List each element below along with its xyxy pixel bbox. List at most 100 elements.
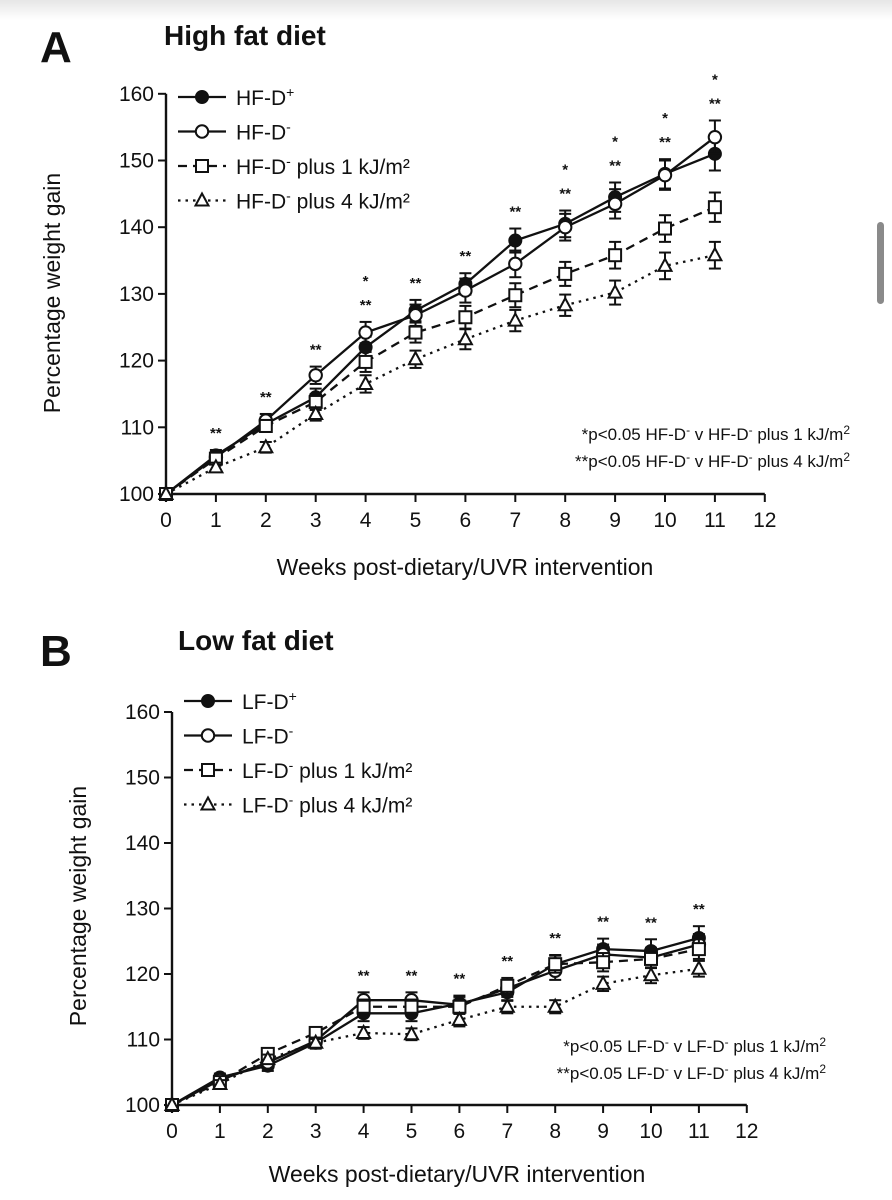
x-tick-label: 12 (735, 1120, 758, 1143)
data-point (308, 368, 323, 383)
data-point (499, 997, 516, 1013)
y-tick-label: 100 (119, 483, 154, 506)
data-point (707, 200, 722, 215)
data-point (658, 221, 672, 236)
significance-notes: *p<0.05 LF-D- v LF-D- plus 1 kJ/m2 **p<0.… (557, 1035, 827, 1083)
legend-entry: HF-D- plus 4 kJ/m² (236, 188, 410, 214)
y-tick-label: 130 (119, 283, 154, 306)
legend-entry: LF-D+ (242, 688, 297, 714)
significance-mark: ** (210, 425, 222, 442)
significance-mark: ** (645, 914, 657, 931)
x-tick-label: 1 (210, 509, 222, 532)
data-point (157, 484, 175, 500)
significance-mark: * (712, 71, 718, 88)
data-point (596, 955, 611, 970)
significance-mark: ** (709, 95, 721, 112)
y-tick-label: 160 (125, 701, 160, 724)
data-point (500, 978, 515, 993)
legend-entry: HF-D- (236, 119, 291, 145)
data-point (408, 308, 423, 323)
data-point (656, 256, 674, 272)
data-point (211, 1074, 229, 1091)
data-point (606, 283, 624, 299)
x-tick-label: 2 (262, 1120, 274, 1143)
legend-entry: HF-D- plus 1 kJ/m² (236, 153, 410, 179)
significance-notes: *p<0.05 HF-D- v HF-D- plus 1 kJ/m2 **p<0.… (575, 423, 850, 471)
data-point (259, 1050, 276, 1066)
significance-mark: ** (260, 389, 272, 406)
series-4 (163, 959, 708, 1111)
panel-b-title: Low fat diet (178, 625, 334, 656)
data-point (707, 129, 723, 145)
data-point (507, 311, 524, 327)
panel-b-xlabel: Weeks post-dietary/UVR intervention (269, 1161, 646, 1187)
legend-marker (199, 795, 217, 811)
legend-marker (201, 763, 215, 777)
series-line (165, 254, 716, 496)
data-point (690, 959, 708, 975)
data-point (644, 951, 658, 966)
data-point (258, 418, 273, 433)
y-tick-label: 150 (125, 767, 160, 790)
y-tick-label: 110 (127, 1029, 160, 1052)
significance-mark: ** (659, 134, 671, 151)
significance-mark: ** (460, 248, 472, 265)
significance-mark: ** (509, 204, 521, 221)
data-point (404, 999, 419, 1014)
y-tick-label: 100 (125, 1094, 160, 1117)
significance-mark: ** (454, 971, 466, 988)
data-point (403, 1025, 420, 1041)
data-point (706, 246, 724, 262)
data-point (257, 438, 274, 454)
x-tick-label: 1 (214, 1120, 226, 1143)
x-tick-label: 7 (509, 509, 521, 532)
series-3 (165, 938, 706, 1112)
y-tick-label: 130 (125, 898, 160, 921)
series-line (171, 967, 700, 1107)
data-point (508, 288, 523, 303)
x-tick-label: 12 (753, 509, 776, 532)
legend-entry: LF-D- plus 4 kJ/m² (242, 792, 412, 818)
data-point (358, 354, 373, 369)
significance-mark: ** (406, 967, 418, 984)
data-point (547, 997, 564, 1013)
series-4 (157, 240, 724, 500)
x-tick-label: 0 (166, 1120, 178, 1143)
significance-note: *p<0.05 HF-D- v HF-D- plus 1 kJ/m2 (582, 423, 851, 444)
panel-a-xlabel: Weeks post-dietary/UVR intervention (277, 554, 654, 580)
series-line (165, 206, 716, 495)
series-2 (158, 119, 723, 502)
data-point (608, 248, 623, 263)
y-tick-label: 140 (125, 832, 160, 855)
significance-mark: ** (549, 930, 561, 947)
legend: HF-D+ HF-D- HF-D- plus 1 kJ/m² HF-D- plus 4… (178, 84, 410, 214)
x-tick-label: 5 (406, 1120, 418, 1143)
x-tick-label: 10 (653, 509, 676, 532)
y-tick-label: 120 (119, 350, 154, 373)
y-tick-label: 160 (119, 83, 154, 106)
legend-marker (201, 693, 216, 708)
data-point (163, 1095, 181, 1111)
x-tick-label: 8 (559, 509, 571, 532)
legend-entry: HF-D+ (236, 84, 294, 110)
x-tick-label: 10 (639, 1120, 662, 1143)
significance-mark: ** (501, 953, 513, 970)
data-point (207, 458, 225, 474)
scrollbar-thumb[interactable] (877, 222, 884, 304)
series-line (165, 136, 716, 495)
significance-mark: * (612, 134, 618, 151)
x-tick-label: 4 (360, 509, 372, 532)
series-1 (165, 925, 706, 1113)
panel-a-chart: 0 1 2 3 4 5 6 7 8 9 10 11 12100110120130140150160***… (119, 71, 850, 532)
x-tick-label: 5 (410, 509, 422, 532)
data-point (607, 196, 623, 212)
x-tick-label: 0 (160, 509, 172, 532)
data-point (508, 233, 523, 248)
data-point (458, 283, 473, 298)
significance-mark: ** (410, 275, 422, 292)
y-tick-label: 140 (119, 216, 154, 239)
significance-mark: ** (609, 158, 621, 175)
data-point (548, 957, 563, 972)
x-tick-label: 6 (460, 509, 472, 532)
